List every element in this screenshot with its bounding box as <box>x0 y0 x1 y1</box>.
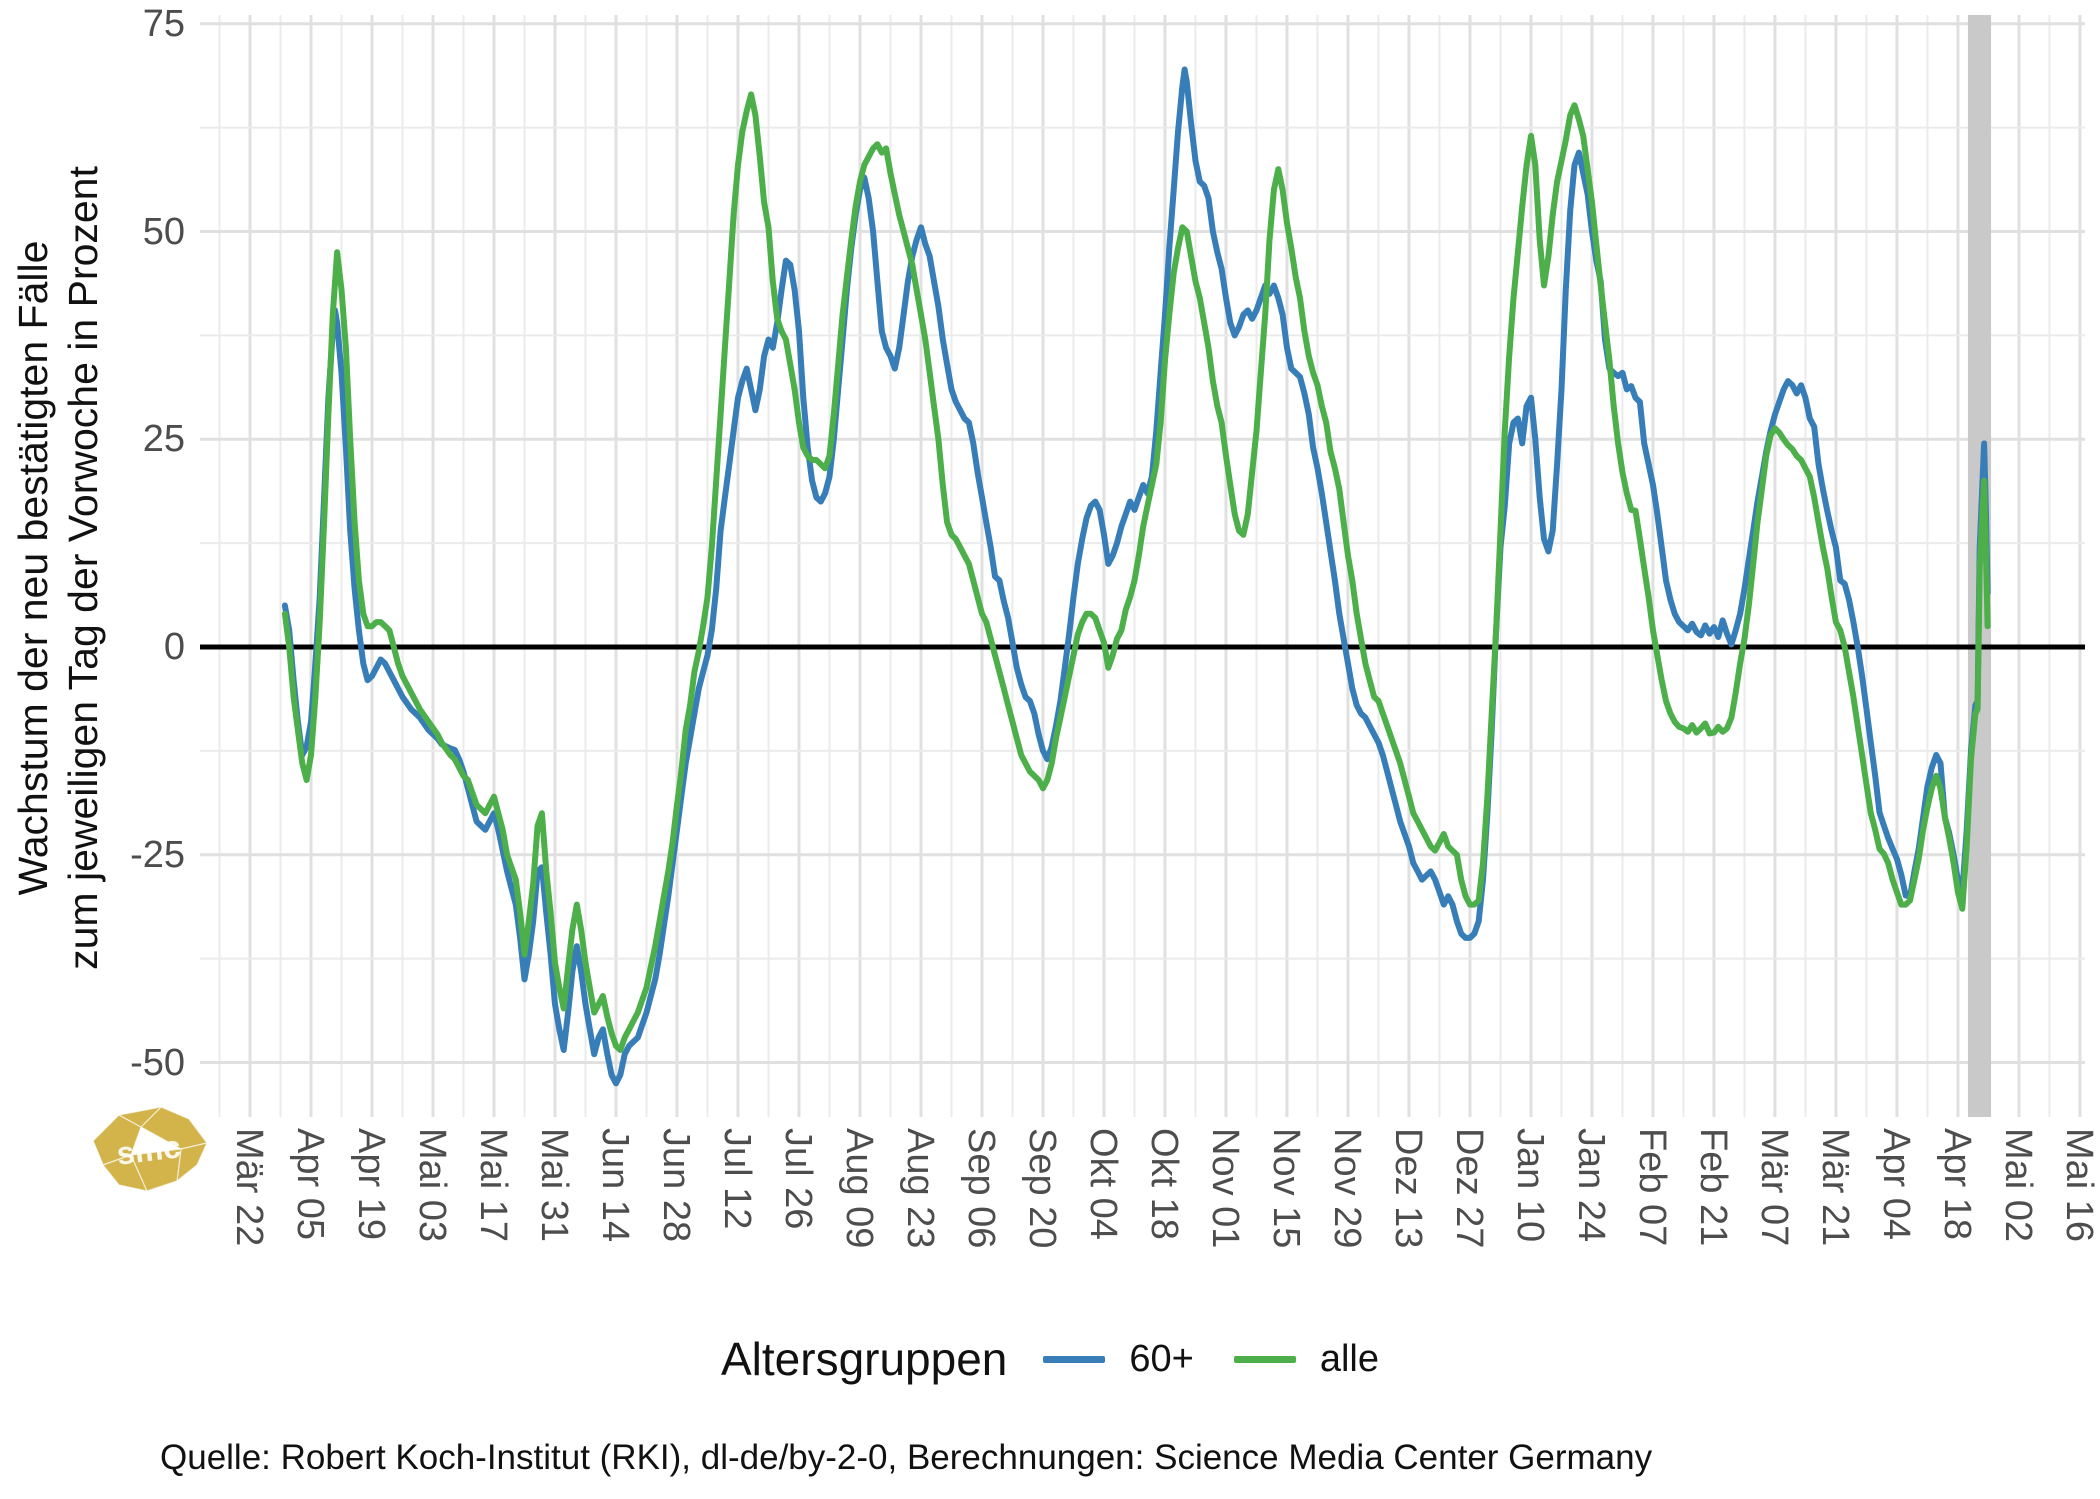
smc-logo-facet <box>117 1106 163 1128</box>
y-tick-label: -25 <box>130 833 185 876</box>
x-tick-label: Jun 28 <box>654 1128 697 1243</box>
x-tick-label: Feb 21 <box>1691 1128 1734 1247</box>
legend: Altersgruppen 60+ alle <box>0 1332 2100 1386</box>
smc-logo-facet <box>92 1140 104 1166</box>
x-tick-label: Mai 03 <box>410 1128 453 1243</box>
x-tick-label: Sep 06 <box>959 1128 1002 1249</box>
series-line-alle <box>281 91 1991 1053</box>
x-tick-label: Mär 22 <box>228 1128 270 1247</box>
x-tick-label: Jun 14 <box>593 1128 636 1243</box>
smc-logo-facet <box>130 1148 182 1192</box>
x-tick-label: Apr 19 <box>349 1128 392 1240</box>
x-tick-label: Mär 21 <box>1813 1128 1856 1247</box>
y-tick-label: 0 <box>163 626 185 668</box>
x-tick-label: Nov 01 <box>1203 1128 1246 1249</box>
x-tick-label: Mai 31 <box>532 1128 575 1243</box>
source-caption: Quelle: Robert Koch-Institut (RKI), dl-d… <box>160 1438 1653 1477</box>
legend-title: Altersgruppen <box>720 1333 1008 1385</box>
x-tick-label: Apr 05 <box>288 1128 331 1240</box>
x-tick-label: Apr 18 <box>1935 1128 1978 1240</box>
smc-logo-text: smc <box>115 1128 183 1172</box>
x-tick-label: Jan 24 <box>1569 1128 1612 1243</box>
x-tick-label: Jul 12 <box>715 1128 758 1230</box>
x-tick-label: Mai 02 <box>1996 1128 2039 1243</box>
smc-logo: smc <box>92 1106 209 1192</box>
x-tick-label: Jul 26 <box>776 1128 819 1230</box>
y-tick-label: 50 <box>142 210 185 253</box>
y-axis-title-line1: Wachstum der neu bestätigten Fälle <box>9 240 56 896</box>
x-tick-label: Nov 29 <box>1325 1128 1368 1249</box>
y-tick-label: -50 <box>130 1041 185 1084</box>
legend-item-alle: alle <box>1233 1337 1380 1381</box>
x-tick-label: Mär 07 <box>1752 1128 1795 1247</box>
legend-item-60+: 60+ <box>1043 1337 1194 1381</box>
x-tick-label: Aug 09 <box>837 1128 880 1249</box>
x-tick-label: Apr 04 <box>1874 1128 1917 1240</box>
x-tick-label: Jan 10 <box>1508 1128 1551 1243</box>
y-tick-label: 25 <box>142 418 185 461</box>
x-tick-label: Sep 20 <box>1020 1128 1063 1249</box>
x-tick-label: Nov 15 <box>1264 1128 1307 1249</box>
x-tick-label: Okt 18 <box>1142 1128 1185 1240</box>
x-tick-label: Aug 23 <box>898 1128 941 1249</box>
x-tick-label: Dez 13 <box>1386 1128 1429 1249</box>
x-tick-label: Dez 27 <box>1447 1128 1490 1249</box>
x-tick-label: Mai 16 <box>2057 1128 2100 1243</box>
legend-label: 60+ <box>1129 1337 1194 1380</box>
legend-label: alle <box>1319 1337 1380 1380</box>
y-tick-label: 75 <box>142 2 185 45</box>
x-tick-label: Okt 04 <box>1081 1128 1124 1240</box>
legend-key-alle <box>1233 1355 1296 1363</box>
x-tick-label: Mai 17 <box>471 1128 514 1243</box>
legend-key-60+ <box>1043 1355 1106 1363</box>
x-tick-label: Feb 07 <box>1630 1128 1673 1247</box>
